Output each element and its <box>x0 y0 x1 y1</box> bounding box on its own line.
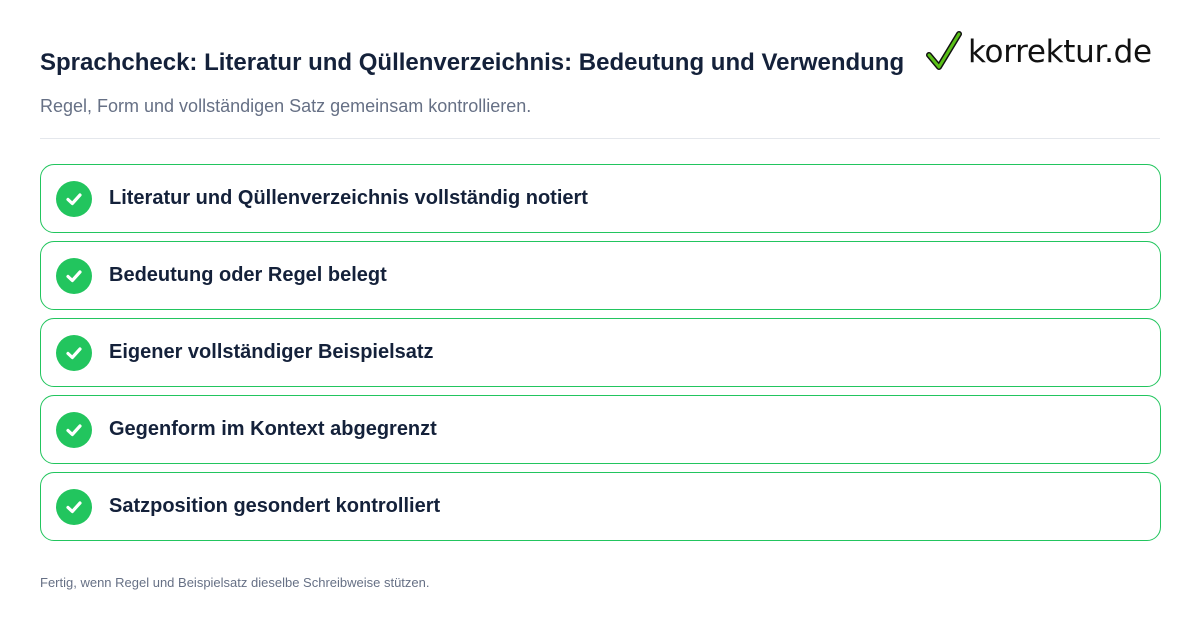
checklist-item: Satzposition gesondert kontrolliert <box>40 472 1161 541</box>
check-circle-icon <box>56 180 92 217</box>
checklist-item-label: Gegenform im Kontext abgegrenzt <box>109 418 437 440</box>
logo-text: korrektur.de <box>968 34 1152 70</box>
page-subtitle: Regel, Form und vollständigen Satz gemei… <box>40 96 532 116</box>
brand-logo[interactable]: korrektur.de <box>926 30 1152 74</box>
checklist-item-label: Satzposition gesondert kontrolliert <box>109 495 441 517</box>
page-title: Sprachcheck: Literatur und Qüllenverzeic… <box>40 49 905 76</box>
checklist-item: Eigener vollständiger Beispielsatz <box>40 318 1161 387</box>
footer-note: Fertig, wenn Regel und Beispielsatz dies… <box>40 575 430 590</box>
checklist-item-label: Bedeutung oder Regel belegt <box>109 264 387 286</box>
checklist-item: Bedeutung oder Regel belegt <box>40 241 1161 310</box>
checklist-item: Gegenform im Kontext abgegrenzt <box>40 395 1161 464</box>
check-circle-icon <box>56 334 92 371</box>
check-circle-icon <box>56 488 92 525</box>
checklist-item: Literatur und Qüllenverzeichnis vollstän… <box>40 164 1161 233</box>
header-divider <box>40 138 1160 139</box>
checklist: Literatur und Qüllenverzeichnis vollstän… <box>40 164 1161 549</box>
check-circle-icon <box>56 411 92 448</box>
check-icon <box>926 31 962 70</box>
checklist-item-label: Literatur und Qüllenverzeichnis vollstän… <box>109 187 588 209</box>
checklist-item-label: Eigener vollständiger Beispielsatz <box>109 341 434 363</box>
check-circle-icon <box>56 257 92 294</box>
